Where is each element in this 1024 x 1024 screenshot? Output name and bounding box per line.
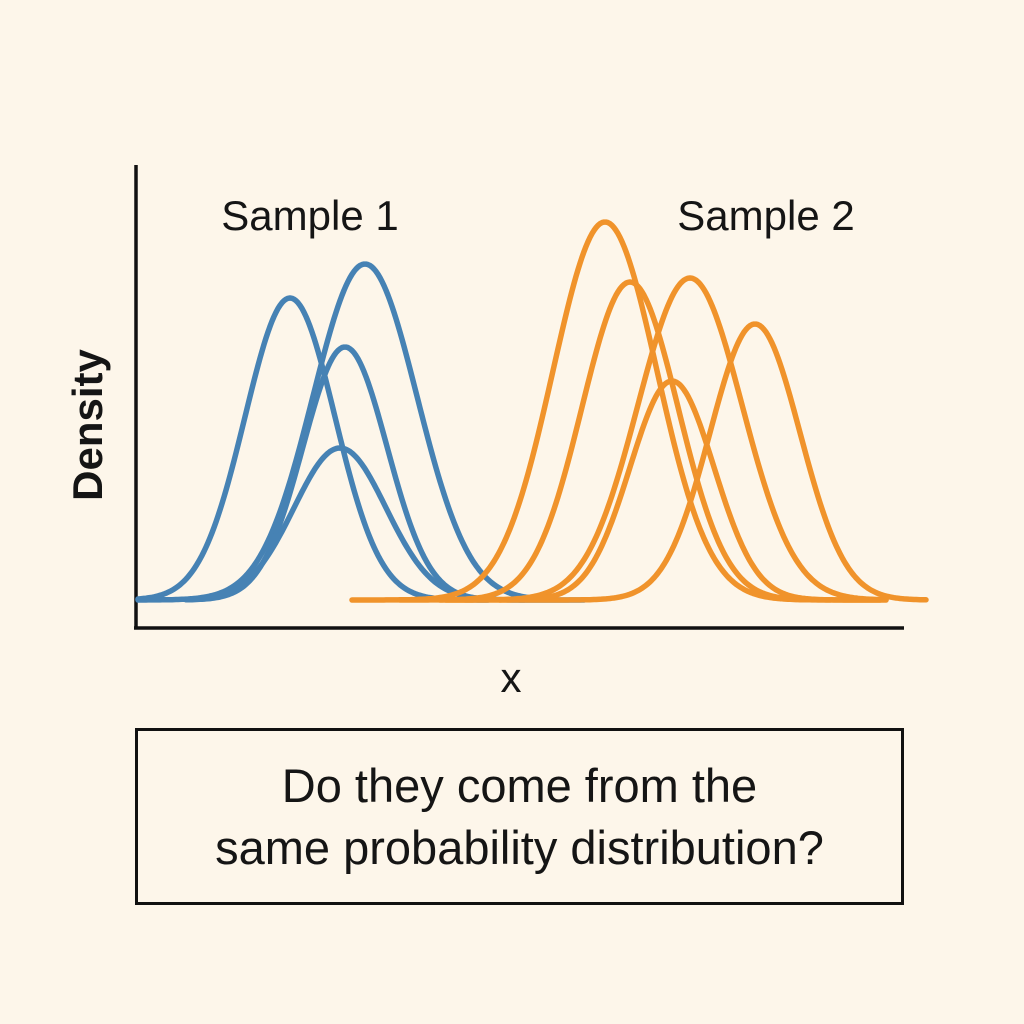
question-line-2: same probability distribution? [215, 820, 824, 874]
density-curve-1-2 [135, 261, 555, 603]
density-curve-2-3 [443, 275, 889, 603]
series-label-sample-1: Sample 1 [221, 192, 398, 239]
density-curve-2-5 [437, 378, 883, 603]
series-label-sample-2: Sample 2 [677, 192, 854, 239]
question-line-1: Do they come from the [281, 758, 758, 812]
y-axis-label: Density [64, 349, 111, 501]
question-box: Do they come from the same probability d… [135, 728, 904, 905]
density-curves [135, 219, 929, 603]
density-curve-1-1 [135, 295, 491, 603]
density-curve-2-4 [497, 321, 929, 603]
x-axis-label: x [501, 654, 522, 701]
density-curve-2-2 [397, 279, 889, 603]
